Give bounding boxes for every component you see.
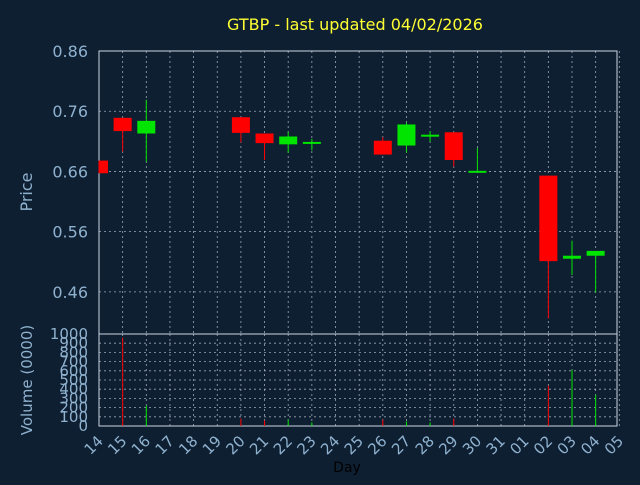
day-tick-label: 21	[246, 432, 272, 458]
candle-21	[255, 133, 274, 160]
candle-body	[563, 255, 581, 259]
day-tick-label: 14	[81, 432, 107, 458]
candle-body	[397, 124, 416, 146]
day-tick-label: 15	[104, 432, 130, 458]
candle-body	[255, 133, 274, 144]
volume-axis-label: Volume (0000)	[18, 325, 36, 435]
day-tick-label: 28	[412, 432, 438, 458]
candle-body	[373, 140, 392, 155]
candle-body	[302, 141, 321, 144]
day-tick-label: 05	[601, 432, 627, 458]
price-panel: 0.86 0.76 0.66 0.56 0.46	[52, 42, 620, 335]
candle-03	[563, 240, 581, 275]
volume-tick-label: 900	[59, 334, 88, 352]
day-tick-label: 23	[293, 432, 319, 458]
candle-29	[444, 132, 463, 167]
day-tick-label: 22	[270, 432, 296, 458]
candle-30	[468, 147, 487, 173]
candle-body	[586, 250, 605, 256]
candle-14	[98, 160, 108, 174]
volume-tick-label: 100	[59, 408, 88, 426]
day-tick-label: 27	[388, 432, 414, 458]
candle-22	[279, 131, 298, 153]
price-tick-label: 0.76	[52, 102, 88, 121]
day-tick-label: 19	[199, 432, 225, 458]
candle-body	[444, 132, 463, 160]
candle-20	[231, 117, 250, 143]
candle-body	[231, 117, 250, 133]
day-tick-label: 31	[483, 432, 509, 458]
candle-15	[113, 117, 132, 152]
volume-tick-label: 500	[59, 371, 88, 389]
candle-body	[137, 120, 156, 134]
day-tick-label: 26	[364, 432, 390, 458]
candle-body	[279, 136, 298, 145]
day-tick-label: 18	[175, 432, 201, 458]
volume-frame	[98, 333, 618, 427]
day-tick-label: 01	[506, 432, 532, 458]
candle-27	[397, 122, 416, 153]
price-tick-label: 0.56	[52, 223, 88, 242]
candle-body	[113, 117, 132, 132]
x-axis-label: Day	[333, 460, 361, 476]
volume-tick-label: 300	[59, 389, 88, 407]
day-tick-label: 25	[341, 432, 367, 458]
day-tick-label: 04	[577, 432, 603, 458]
candle-23	[302, 138, 321, 151]
day-tick-label: 17	[152, 432, 178, 458]
candle-body	[539, 175, 558, 262]
day-tick-label: 29	[435, 432, 461, 458]
candle-body	[421, 134, 440, 137]
volume-tick-label: 200	[59, 399, 88, 417]
candle-body	[468, 170, 487, 173]
candle-28	[421, 131, 440, 142]
day-tick-label: 02	[530, 432, 556, 458]
volume-tick-label: 800	[59, 343, 88, 361]
day-tick-label: 20	[222, 432, 248, 458]
candle-16	[137, 99, 156, 162]
volume-tick-label: 0	[78, 417, 88, 435]
price-tick-label: 0.66	[52, 162, 88, 181]
candle-26	[373, 137, 392, 155]
volume-panel: 1000900800700600500400300200100014151617…	[50, 325, 627, 458]
candle-body	[99, 160, 108, 174]
day-tick-label: 16	[128, 432, 154, 458]
volume-tick-label: 600	[59, 362, 88, 380]
price-tick-label: 0.46	[52, 283, 88, 302]
price-axis-label: Price	[17, 172, 36, 211]
candle-02	[539, 175, 558, 319]
day-tick-label: 24	[317, 432, 343, 458]
day-tick-label: 03	[554, 432, 580, 458]
volume-tick-label: 400	[59, 380, 88, 398]
chart-title: GTBP - last updated 04/02/2026	[227, 15, 483, 34]
price-tick-label: 0.86	[52, 42, 88, 61]
day-tick-label: 30	[459, 432, 485, 458]
volume-tick-label: 1000	[50, 325, 88, 343]
candle-04	[586, 250, 605, 293]
volume-tick-label: 700	[59, 353, 88, 371]
